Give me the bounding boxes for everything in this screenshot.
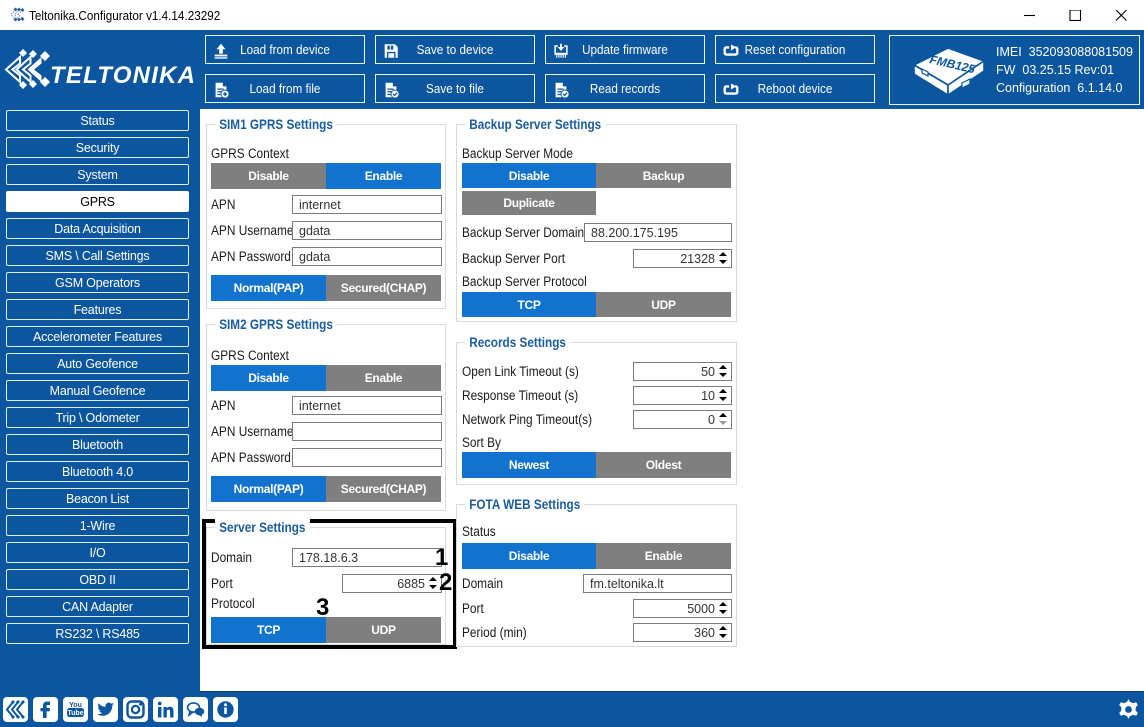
svg-text:Tube: Tube: [67, 710, 83, 717]
svg-text:You: You: [69, 702, 82, 709]
svg-text:TELTONIKA: TELTONIKA: [50, 62, 195, 89]
